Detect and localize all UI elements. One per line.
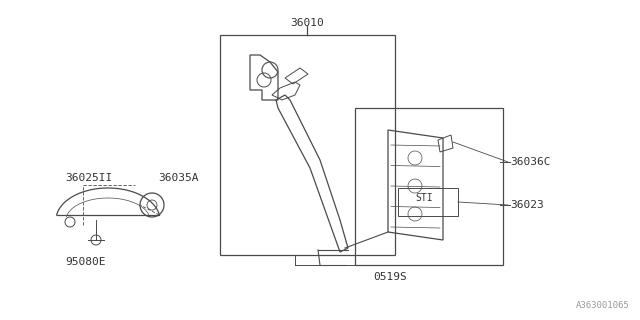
- Text: 0519S: 0519S: [373, 272, 407, 282]
- Text: STI: STI: [415, 193, 433, 203]
- Text: 95080E: 95080E: [65, 257, 106, 267]
- Text: 36023: 36023: [510, 200, 544, 210]
- Text: 36035A: 36035A: [158, 173, 198, 183]
- Text: 36036C: 36036C: [510, 157, 550, 167]
- Text: 36025II: 36025II: [65, 173, 112, 183]
- Text: A363001065: A363001065: [576, 301, 630, 310]
- Text: 36010: 36010: [290, 18, 324, 28]
